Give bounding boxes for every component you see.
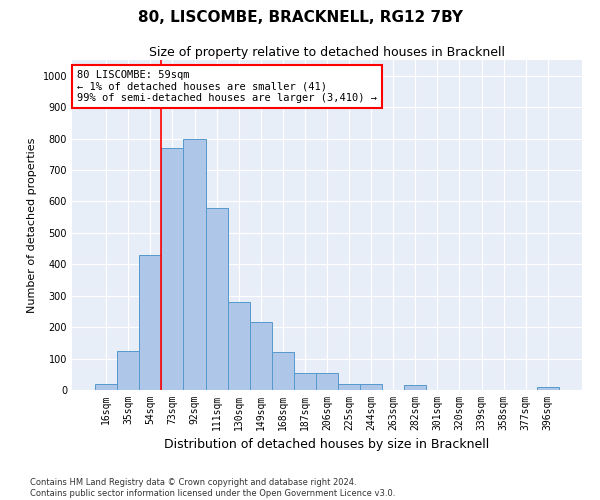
Bar	[250, 322, 272, 390]
Title: Size of property relative to detached houses in Bracknell: Size of property relative to detached ho…	[149, 46, 505, 59]
Text: 80 LISCOMBE: 59sqm
← 1% of detached houses are smaller (41)
99% of semi-detached: 80 LISCOMBE: 59sqm ← 1% of detached hous…	[77, 70, 377, 103]
Text: 80, LISCOMBE, BRACKNELL, RG12 7BY: 80, LISCOMBE, BRACKNELL, RG12 7BY	[137, 10, 463, 25]
Bar	[404, 386, 427, 390]
X-axis label: Distribution of detached houses by size in Bracknell: Distribution of detached houses by size …	[164, 438, 490, 452]
Bar	[537, 388, 559, 390]
Bar	[139, 255, 161, 390]
Bar	[227, 302, 250, 390]
Bar	[117, 350, 139, 390]
Bar	[184, 138, 206, 390]
Y-axis label: Number of detached properties: Number of detached properties	[27, 138, 37, 312]
Bar	[272, 352, 294, 390]
Bar	[294, 372, 316, 390]
Bar	[206, 208, 227, 390]
Bar	[161, 148, 184, 390]
Bar	[360, 384, 382, 390]
Bar	[316, 372, 338, 390]
Text: Contains HM Land Registry data © Crown copyright and database right 2024.
Contai: Contains HM Land Registry data © Crown c…	[30, 478, 395, 498]
Bar	[338, 384, 360, 390]
Bar	[95, 384, 117, 390]
